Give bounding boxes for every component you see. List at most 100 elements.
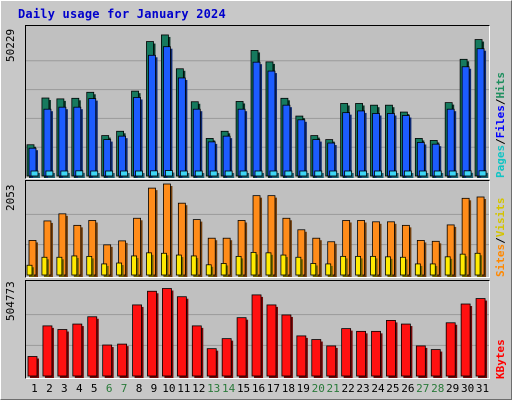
pages-bar (374, 170, 382, 177)
x-tick-label: 13 (207, 382, 220, 395)
sites-bar (280, 254, 287, 276)
x-tick-label: 6 (106, 382, 113, 395)
pages-bar (239, 170, 248, 177)
kbytes-bar (415, 345, 426, 377)
sites-bar (220, 263, 227, 276)
x-tick-label: 23 (356, 382, 369, 395)
sites-bar (444, 256, 451, 276)
x-tick-label: 20 (312, 382, 325, 395)
kbytes-bar (475, 298, 486, 377)
sites-bar (86, 255, 93, 276)
x-tick-label: 19 (297, 382, 310, 395)
sites-bar (146, 252, 152, 276)
pages-bar (135, 170, 143, 177)
pages-bar (254, 170, 263, 177)
pages-bar (269, 170, 278, 177)
x-tick-label: 25 (386, 382, 399, 395)
x-tick-label: 30 (461, 382, 474, 395)
x-tick-label: 5 (91, 382, 98, 395)
kbytes-bar (445, 322, 456, 377)
x-tick-label: 28 (431, 382, 444, 395)
sites-bar (459, 253, 466, 276)
kbytes-bar (102, 344, 113, 377)
files-bar (297, 119, 306, 177)
sites-bar (41, 256, 48, 276)
kbytes-bar (386, 320, 396, 377)
x-tick-label: 9 (151, 382, 158, 395)
sites-bar (295, 256, 302, 276)
chart-title: Daily usage for January 2024 (18, 7, 226, 21)
kbytes-bar (251, 294, 262, 377)
x-tick-label: 8 (136, 382, 143, 395)
pages-bar (478, 170, 487, 177)
sites-bar (205, 264, 212, 276)
pages-bar (194, 170, 203, 177)
x-tick-label: 31 (476, 382, 489, 395)
kbytes-bar (42, 325, 53, 377)
x-tick-label: 26 (401, 382, 414, 395)
files-bar (148, 54, 156, 177)
files-bar (401, 115, 410, 177)
kbytes-bar (326, 345, 337, 377)
pages-bar (403, 170, 412, 177)
files-bar (177, 77, 186, 177)
kbytes-bar (191, 325, 202, 377)
sites-bar (370, 255, 376, 276)
sites-bar (399, 256, 406, 276)
pages-bar (314, 170, 323, 177)
pages-bar (209, 170, 218, 177)
kbytes-bar (147, 290, 157, 377)
pages-bar (165, 170, 173, 177)
pages-bar (329, 170, 338, 177)
kbytes-bar (206, 348, 217, 377)
files-bar (342, 112, 351, 177)
pages-bar (30, 170, 39, 177)
sites-bar (190, 255, 197, 276)
x-tick-label: 14 (222, 382, 236, 395)
x-tick-label: 7 (121, 382, 128, 395)
kbytes-bar (162, 288, 172, 377)
kbytes-bar (281, 314, 292, 377)
sites-bar (385, 256, 391, 276)
pages-bar (433, 170, 442, 177)
kbytes-bar (221, 338, 232, 377)
files-bar (43, 108, 52, 177)
sites-bar (116, 262, 123, 276)
sites-bar (56, 256, 63, 276)
pages-bar (389, 170, 397, 177)
kbytes-bar (430, 349, 441, 377)
pages-bar (359, 170, 367, 177)
x-tick-label: 18 (282, 382, 295, 395)
pages-bar (418, 170, 427, 177)
pages-bar (179, 170, 188, 177)
kbytes-bar (87, 316, 98, 377)
x-tick-label: 29 (446, 382, 459, 395)
files-bar (267, 70, 276, 177)
sites-bar (325, 263, 332, 276)
pages-bar (224, 170, 233, 177)
x-tick-label: 12 (192, 382, 205, 395)
kbytes-bar (460, 303, 471, 377)
x-tick-label: 2 (46, 382, 53, 395)
sites-bar (235, 255, 242, 276)
pages-bar (45, 170, 54, 177)
kbytes-bar (371, 330, 381, 377)
pages-bar (105, 170, 114, 177)
files-bar (237, 108, 246, 177)
files-bar (163, 46, 171, 177)
pages-bar (448, 170, 457, 177)
files-bar (387, 113, 395, 177)
x-tick-label: 22 (341, 382, 354, 395)
kbytes-bar (311, 339, 322, 377)
kbytes-bar (266, 304, 277, 377)
x-tick-label: 24 (371, 382, 385, 395)
sites-bar (131, 255, 137, 276)
pages-bar (463, 170, 472, 177)
pages-bar (344, 170, 353, 177)
sites-bar (429, 263, 436, 276)
kbytes-bar (57, 329, 68, 377)
sites-bar (161, 252, 167, 276)
files-bar (222, 135, 231, 177)
files-bar (312, 139, 321, 177)
